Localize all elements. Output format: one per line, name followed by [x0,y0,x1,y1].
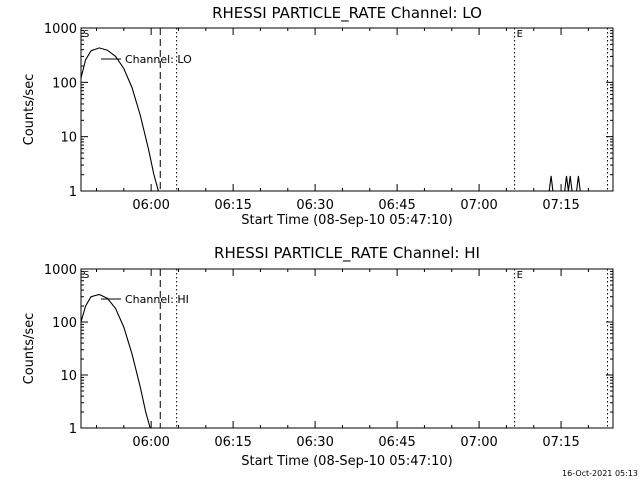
x-tick-label: 07:00 [460,435,497,450]
y-tick-label: 1 [69,422,77,437]
x-tick-label: 06:30 [296,435,333,450]
x-tick-label: 07:15 [542,435,579,450]
x-tick-label: 06:15 [214,435,251,450]
x-tick-label: 06:45 [378,198,415,213]
marker-label: S [83,270,89,281]
marker-label: E [517,270,523,281]
x-tick-label: 06:00 [132,435,169,450]
y-axis-label: Counts/sec [22,313,37,385]
y-tick-label: 1000 [44,22,77,37]
footer-timestamp: 16-Oct-2021 05:13 [562,469,638,478]
y-tick-label: 100 [52,76,77,91]
x-tick-label: 06:30 [296,198,333,213]
series-line [548,175,581,192]
series-line [80,47,159,192]
y-tick-label: 10 [60,131,77,146]
marker-label: S [83,29,89,40]
y-tick-label: 10 [60,369,77,384]
legend-label: Channel: HI [125,293,189,306]
x-axis-label: Start Time (08-Sep-10 05:47:10) [241,213,452,228]
plot-frame [80,27,614,192]
chart-title: RHESSI PARTICLE_RATE Channel: HI [214,244,480,263]
x-axis-label: Start Time (08-Sep-10 05:47:10) [241,454,452,469]
chart-title: RHESSI PARTICLE_RATE Channel: LO [212,4,482,23]
y-axis-label: Counts/sec [22,74,37,146]
y-tick-label: 1000 [44,263,77,278]
x-tick-label: 07:15 [542,198,579,213]
series-line [80,293,151,429]
y-tick-label: 1 [69,185,77,200]
chart-panel-lo: RHESSI PARTICLE_RATE Channel: LO Start Ti… [22,4,614,228]
x-tick-label: 07:00 [460,198,497,213]
y-tick-label: 100 [52,316,77,331]
plot-frame [80,268,614,429]
legend-label: Channel: LO [125,53,192,66]
x-tick-label: 06:15 [214,198,251,213]
x-tick-label: 06:45 [378,435,415,450]
marker-label: E [517,29,523,40]
x-tick-label: 06:00 [132,198,169,213]
chart-panel-hi: RHESSI PARTICLE_RATE Channel: HI Start Ti… [22,244,614,469]
